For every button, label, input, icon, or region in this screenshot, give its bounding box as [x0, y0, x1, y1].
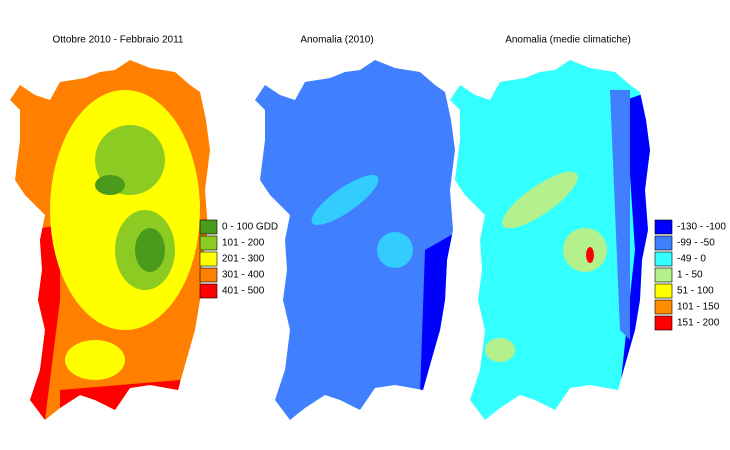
map-title: Anomalia (2010)	[300, 35, 373, 46]
legend-swatch	[654, 267, 673, 283]
legend-label: 201 - 300	[222, 254, 265, 265]
legend-swatch	[199, 219, 218, 235]
legend-swatch	[199, 251, 218, 267]
legend-swatch	[199, 267, 218, 283]
legend-label: 151 - 200	[677, 318, 720, 329]
legend-swatch	[654, 219, 673, 235]
legend-swatch	[654, 251, 673, 267]
legend-label: 101 - 150	[677, 302, 720, 313]
legend-swatch	[199, 283, 218, 299]
legend-swatch	[654, 315, 673, 331]
legend-label: -49 - 0	[677, 254, 706, 265]
map-anomaly-2010	[255, 60, 455, 420]
legend-swatch	[654, 235, 673, 251]
map-title: Anomalia (medie climatiche)	[505, 35, 631, 46]
map-title: Ottobre 2010 - Febbraio 2011	[52, 35, 183, 46]
legend-swatch	[654, 283, 673, 299]
legend-label: 401 - 500	[222, 286, 265, 297]
map-gdd	[10, 60, 210, 420]
legend-swatch	[654, 299, 673, 315]
legend-label: 301 - 400	[222, 270, 265, 281]
legend-label: 0 - 100 GDD	[222, 222, 278, 233]
legend-label: -99 - -50	[677, 238, 715, 249]
map-anomaly-climate	[450, 60, 650, 420]
legend-label: 51 - 100	[677, 286, 714, 297]
legend-label: 101 - 200	[222, 238, 265, 249]
legend-label: 1 - 50	[677, 270, 703, 281]
legend-label: -130 - -100	[677, 222, 726, 233]
legend-swatch	[199, 235, 218, 251]
